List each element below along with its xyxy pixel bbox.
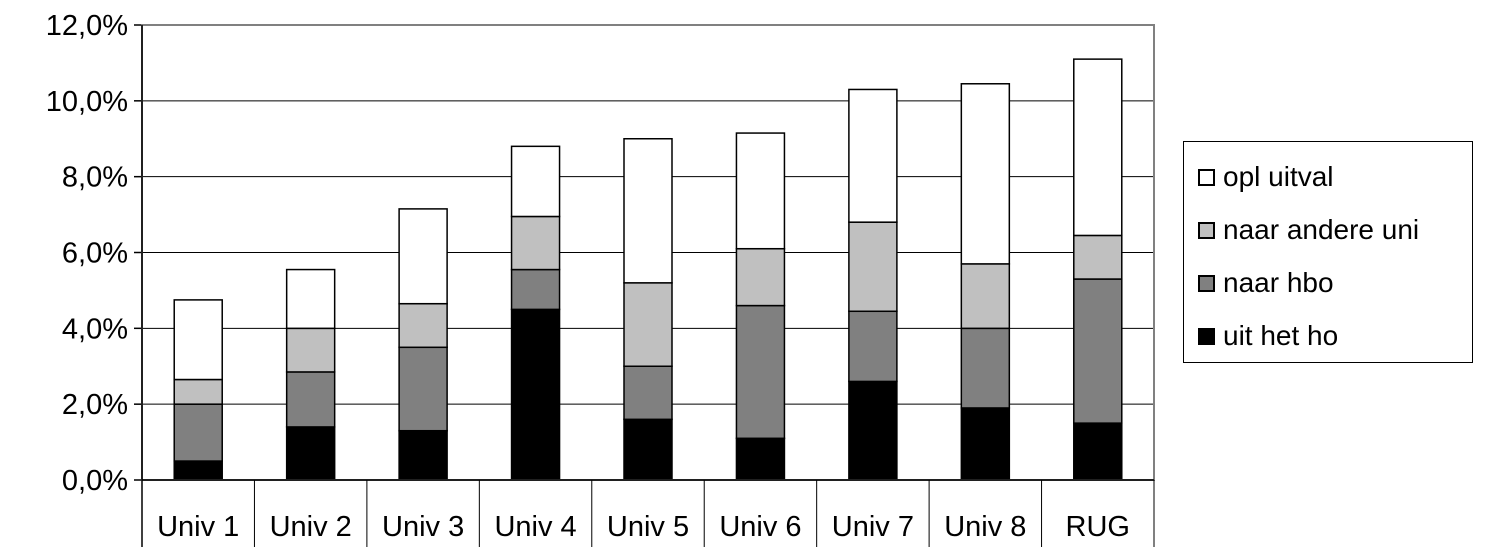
bar-segment — [398, 302, 448, 349]
bars — [173, 58, 1123, 481]
bar-segment — [285, 426, 336, 481]
y-tick-label: 0,0% — [62, 465, 128, 497]
bar-segment — [960, 83, 1011, 265]
bar-segment — [510, 145, 561, 218]
bar-segment — [285, 327, 336, 373]
bar-segment — [173, 460, 223, 481]
bar-segment — [510, 268, 561, 311]
legend-item: opl uitval — [1198, 161, 1334, 193]
legend-swatch — [1198, 168, 1215, 186]
legend-item: naar hbo — [1198, 267, 1334, 299]
legend-label: uit het ho — [1223, 320, 1339, 351]
legend-swatch — [1198, 327, 1215, 345]
bar-segment — [173, 299, 223, 381]
y-tick-label: 6,0% — [62, 238, 128, 270]
bar-segment — [735, 132, 786, 250]
x-category-label: RUG — [1066, 511, 1130, 543]
x-category-label: Univ 8 — [944, 511, 1026, 543]
bar-segment — [510, 215, 561, 271]
bar-segment — [848, 380, 898, 481]
bar-segment — [960, 263, 1011, 330]
bar-segment — [735, 247, 786, 307]
x-category-label: Univ 5 — [607, 511, 689, 543]
bar-segment — [735, 304, 786, 440]
y-tick-label: 8,0% — [62, 162, 128, 194]
bar-segment — [173, 403, 223, 462]
y-tick-label: 2,0% — [62, 389, 128, 421]
x-category-label: Univ 1 — [157, 511, 239, 543]
bar-segment — [848, 310, 898, 383]
bar-segment — [960, 327, 1011, 409]
x-axis-category-table: Univ 1 Univ 2 Univ 3 Univ 4 Univ 5 Univ 6 Univ… — [141, 480, 1155, 547]
bar-segment — [285, 371, 336, 428]
x-category-label: Univ 7 — [832, 511, 914, 543]
bar-segment — [735, 437, 786, 481]
legend-item: uit het ho — [1198, 320, 1338, 352]
bar-segment — [1073, 278, 1123, 424]
bar-segment — [398, 346, 448, 432]
bar-segment — [623, 418, 673, 481]
bar-segment — [1073, 234, 1123, 280]
axes — [141, 24, 1155, 547]
bar-segment — [398, 208, 448, 305]
bar-segment — [1073, 422, 1123, 481]
bar-segment — [960, 407, 1011, 481]
legend-swatch — [1198, 274, 1215, 292]
bar-segment — [510, 308, 561, 481]
legend-label: opl uitval — [1223, 161, 1334, 192]
bar-segment — [623, 138, 673, 284]
legend: opl uitval naar andere uni naar hbo uit het… — [1183, 141, 1473, 363]
bar-segment — [173, 378, 223, 405]
bar-segment — [848, 88, 898, 223]
y-tick-label: 12,0% — [46, 10, 128, 42]
legend-label: naar andere uni — [1223, 214, 1420, 245]
x-category-label: Univ 2 — [270, 511, 352, 543]
bar-segment — [848, 221, 898, 313]
bar-segment — [623, 365, 673, 421]
x-category-label: Univ 3 — [382, 511, 464, 543]
bar-segment — [398, 429, 448, 481]
x-category-label: Univ 4 — [494, 511, 576, 543]
legend-swatch — [1198, 221, 1215, 239]
bar-segment — [623, 282, 673, 368]
legend-item: naar andere uni — [1198, 214, 1419, 246]
y-tick-label: 10,0% — [46, 86, 128, 118]
bar-segment — [1073, 58, 1123, 237]
y-tick-label: 4,0% — [62, 313, 128, 345]
x-category-label: Univ 6 — [719, 511, 801, 543]
y-axis-ticks: 0,0% 2,0% 4,0% 6,0% 8,0% 10,0% 12,0% — [46, 10, 142, 497]
legend-label: naar hbo — [1223, 267, 1334, 298]
bar-segment — [285, 268, 336, 330]
